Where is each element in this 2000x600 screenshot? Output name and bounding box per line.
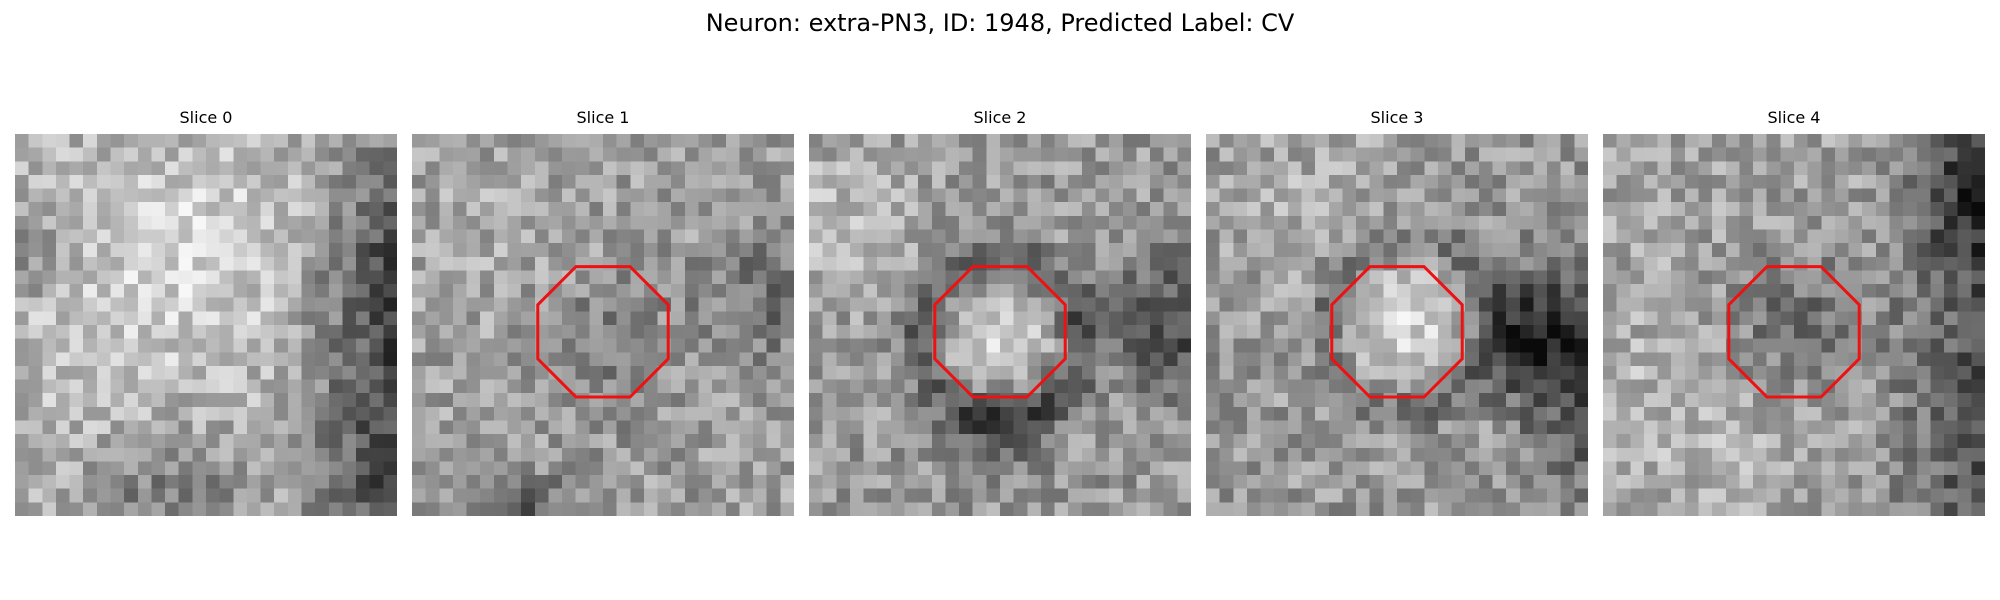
slice-image	[1206, 134, 1588, 516]
slice-panel-4: Slice 4	[1603, 108, 1985, 516]
roi-contour-overlay	[1727, 265, 1861, 399]
roi-contour	[1727, 265, 1861, 399]
slice-image	[1603, 134, 1985, 516]
roi-contour-overlay	[933, 265, 1067, 399]
slice-panel-0: Slice 0	[15, 108, 397, 516]
slice-image	[412, 134, 794, 516]
slice-panel-1: Slice 1	[412, 108, 794, 516]
slice-panel-3: Slice 3	[1206, 108, 1588, 516]
roi-contour	[536, 265, 670, 399]
roi-contour-overlay	[15, 134, 397, 516]
slice-image	[809, 134, 1191, 516]
roi-contour-overlay	[536, 265, 670, 399]
slice-title: Slice 1	[576, 108, 630, 127]
roi-contour-overlay	[1330, 265, 1464, 399]
roi-contour	[933, 265, 1067, 399]
figure-title: Neuron: extra-PN3, ID: 1948, Predicted L…	[705, 9, 1295, 37]
slice-image	[15, 134, 397, 516]
slice-title: Slice 2	[973, 108, 1027, 127]
slice-title: Slice 3	[1370, 108, 1424, 127]
slice-panel-2: Slice 2	[809, 108, 1191, 516]
roi-contour	[1330, 265, 1464, 399]
slice-title: Slice 0	[179, 108, 233, 127]
slice-title: Slice 4	[1767, 108, 1821, 127]
